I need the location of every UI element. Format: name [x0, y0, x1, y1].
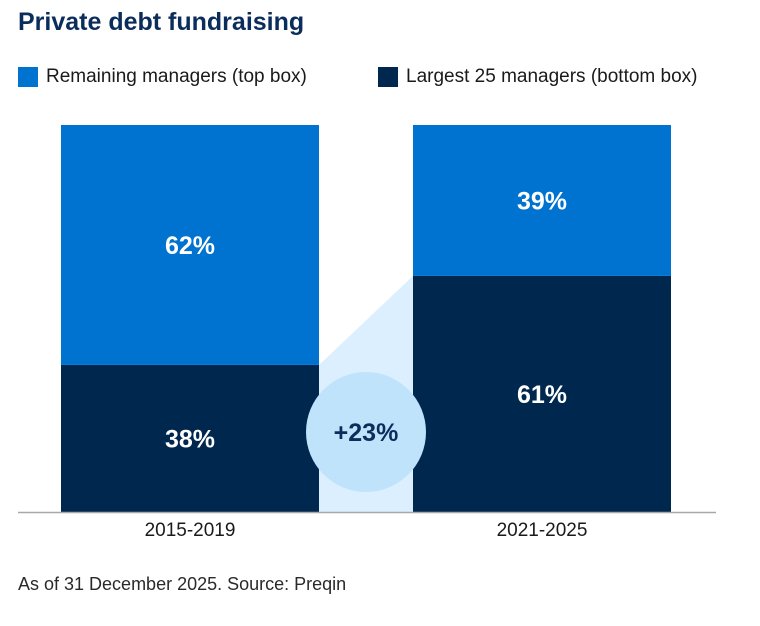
change-annotation: +23%	[334, 419, 399, 447]
legend-label-remaining: Remaining managers (top box)	[46, 66, 307, 87]
bar-largest-2015-2019	[61, 364, 319, 512]
bar-remaining-2021-2025	[413, 125, 671, 276]
data-label-remaining-2021-2025: 39%	[517, 187, 567, 215]
x-tick-label-2021-2025: 2021-2025	[497, 520, 588, 541]
bar-remaining-2015-2019	[61, 125, 319, 365]
data-label-largest-2021-2025: 61%	[517, 381, 567, 409]
legend-swatch-remaining	[18, 67, 38, 87]
legend-label-largest: Largest 25 managers (bottom box)	[406, 66, 698, 87]
stacked-bar-chart: 38% 62% 2015-2019 61% 39% 2021-2025 +23%	[18, 125, 716, 541]
chart-title: Private debt fundraising	[18, 8, 305, 36]
legend-swatch-largest	[378, 67, 398, 87]
bar-largest-2021-2025	[413, 275, 671, 512]
legend-item-remaining: Remaining managers (top box)	[18, 66, 307, 88]
source-note: As of 31 December 2025. Source: Preqin	[18, 574, 347, 594]
change-bubble	[306, 372, 426, 492]
data-label-largest-2015-2019: 38%	[165, 425, 215, 453]
legend-item-largest: Largest 25 managers (bottom box)	[378, 66, 698, 88]
data-label-remaining-2015-2019: 62%	[165, 232, 215, 260]
x-tick-label-2015-2019: 2015-2019	[145, 520, 236, 541]
